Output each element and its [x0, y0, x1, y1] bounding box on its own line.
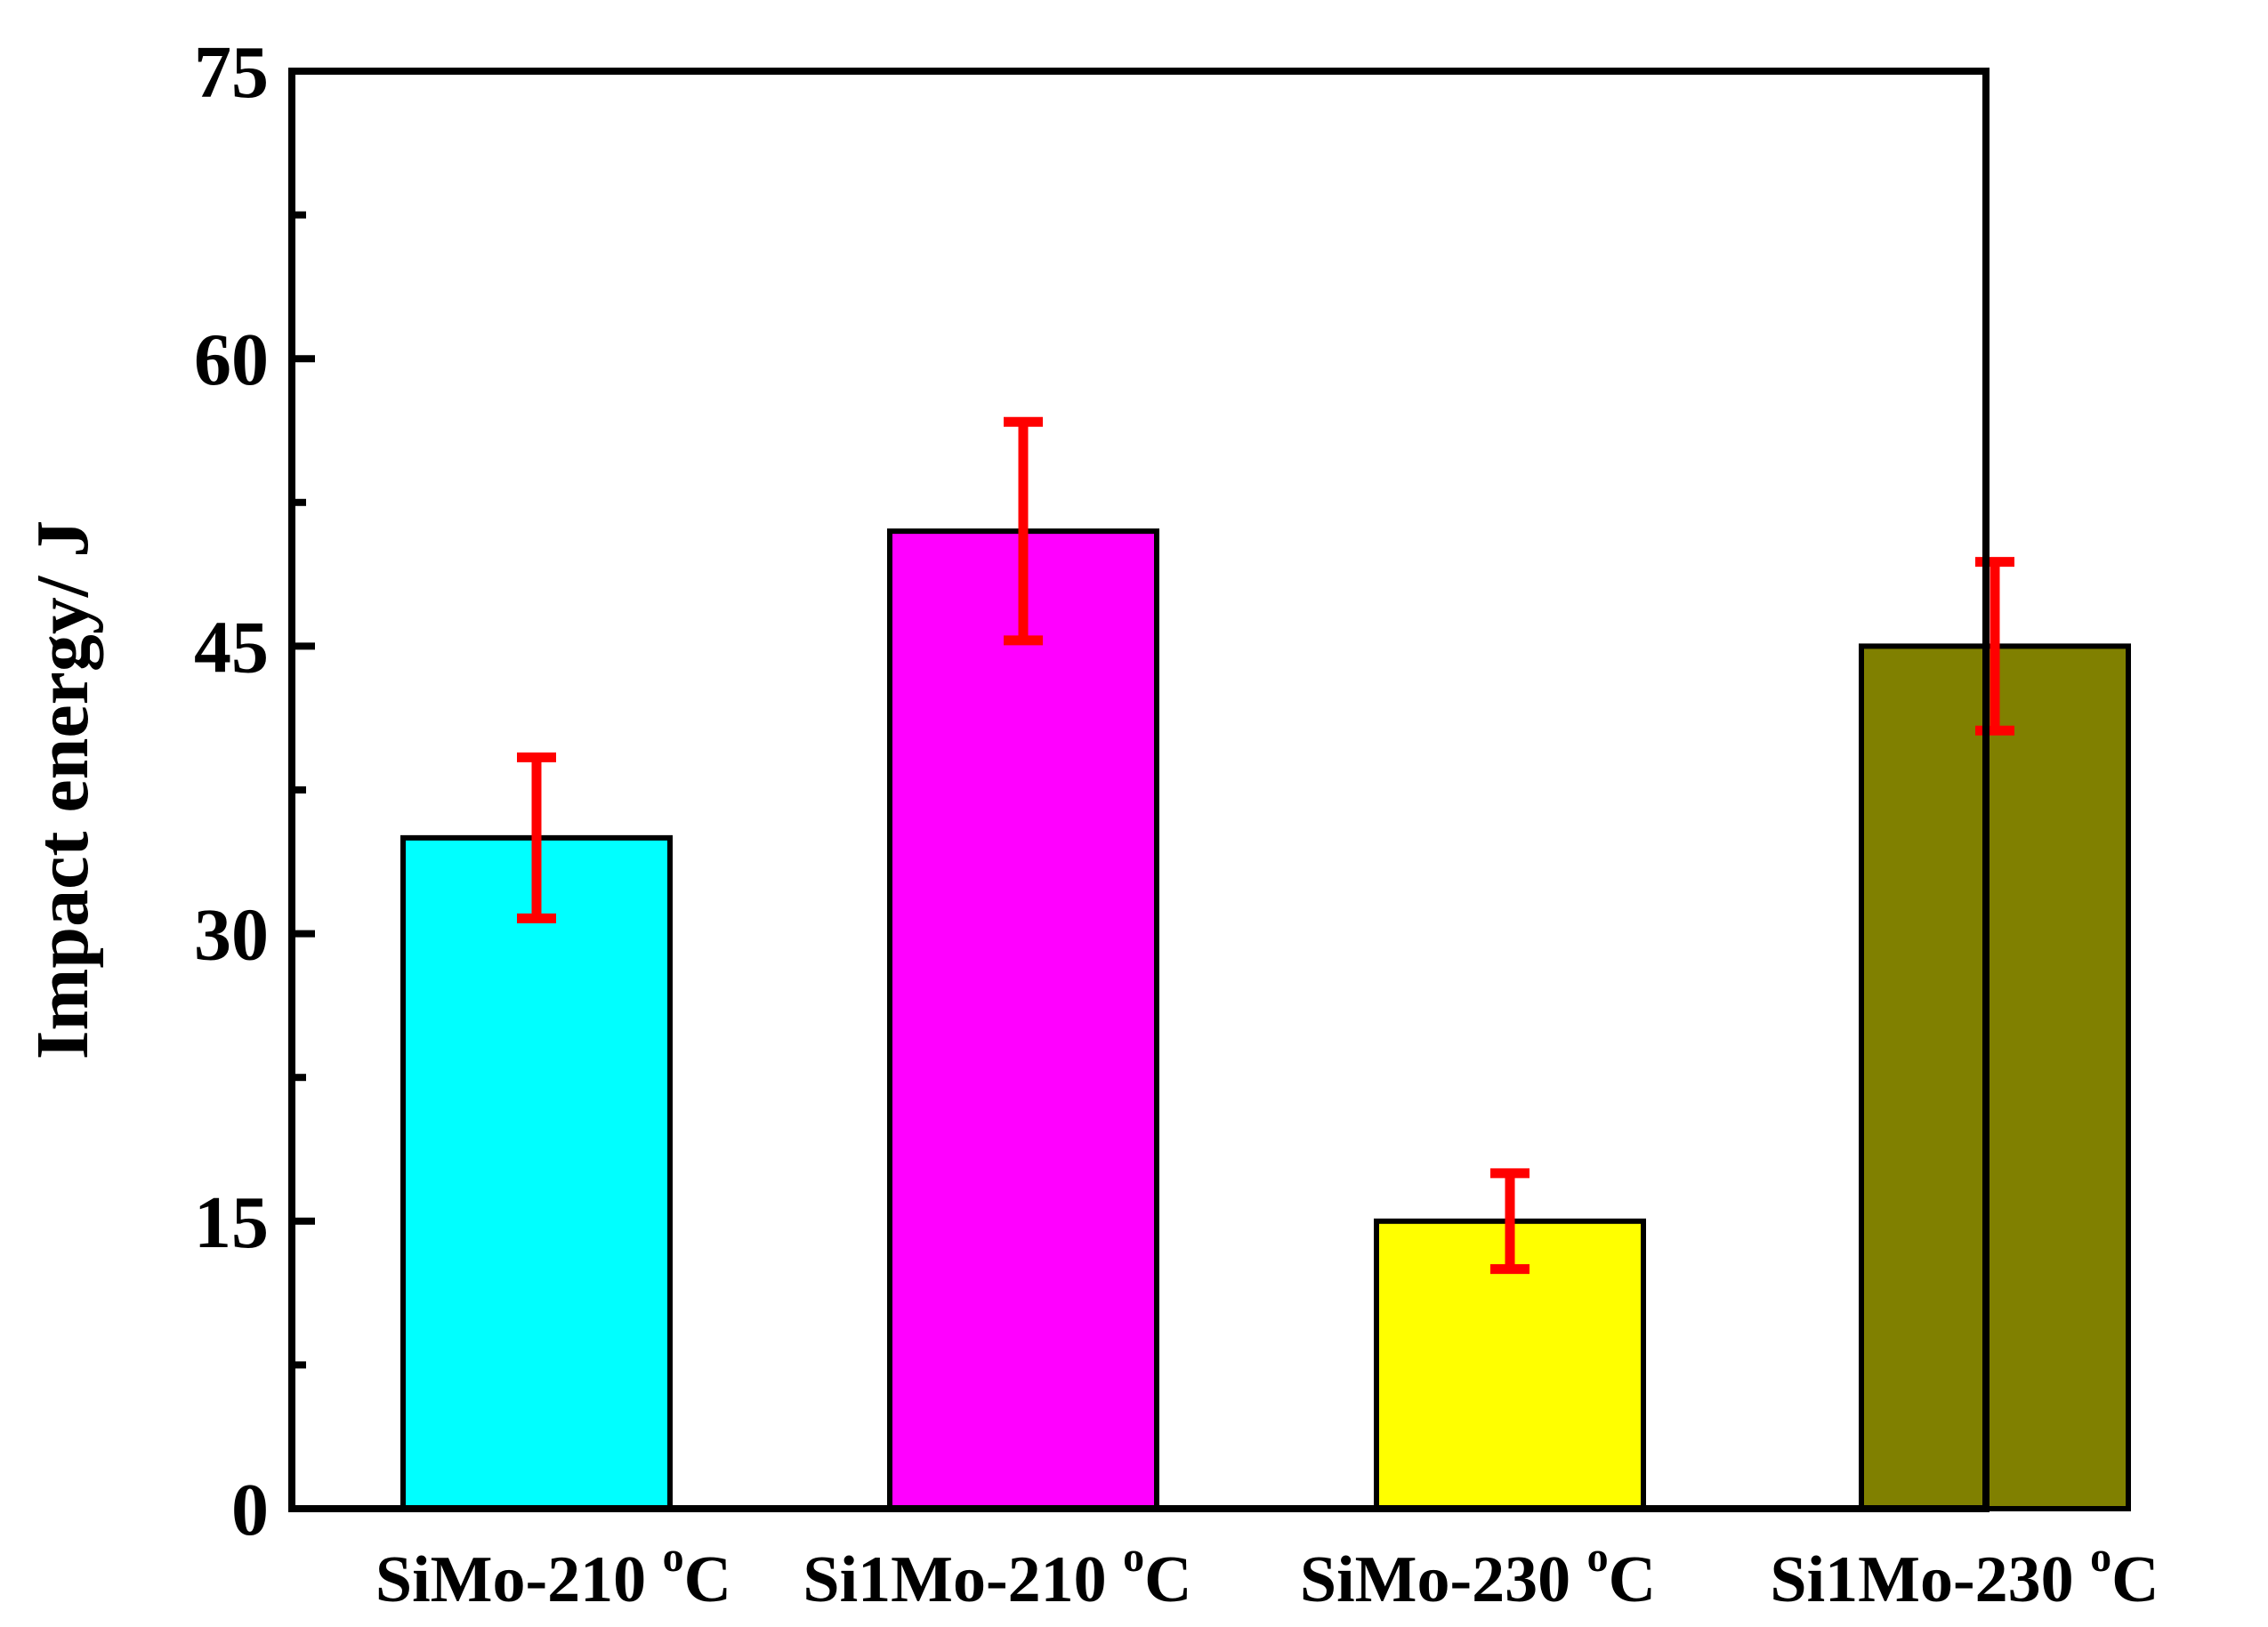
x-category-label: Si1Mo-210 oC: [803, 1534, 1191, 1616]
y-tick-label: 75: [194, 31, 269, 114]
error-bars-group: [517, 416, 2014, 1275]
y-axis-title: Impact energy/ J: [21, 520, 104, 1060]
bars-group: [400, 528, 2131, 1512]
plot-frame: [288, 68, 1990, 1512]
y-tick-label: 60: [194, 318, 269, 401]
x-category-label: Si1Mo-230 oC: [1770, 1534, 2159, 1616]
bar-4: [1859, 643, 2131, 1511]
error-bar-3: [1490, 1168, 1529, 1275]
y-tick-label: 30: [194, 894, 269, 977]
x-category-labels-group: SiMo-210 oC Si1Mo-210 oC SiMo-230 oC Si1Mo-…: [375, 1534, 2159, 1616]
error-bar-2: [1004, 416, 1043, 646]
y-tick-labels-group: 0 15 30 45 60 75: [194, 31, 269, 1551]
error-bar-4: [1975, 557, 2014, 736]
y-tick-label: 15: [194, 1181, 269, 1264]
y-tick-label: 0: [231, 1469, 269, 1551]
bar-1: [400, 834, 673, 1511]
x-category-label: SiMo-210 oC: [375, 1534, 731, 1616]
bar-2: [887, 528, 1159, 1511]
x-category-label: SiMo-230 oC: [1300, 1534, 1656, 1616]
error-bar-1: [517, 752, 556, 923]
y-tick-label: 45: [194, 606, 269, 689]
